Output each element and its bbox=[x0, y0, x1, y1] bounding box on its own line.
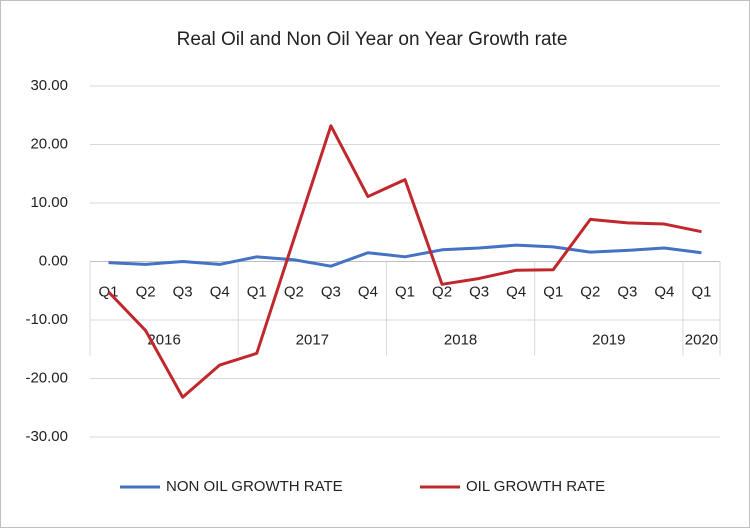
x-tick-label: Q3 bbox=[617, 283, 637, 300]
x-tick-label: Q1 bbox=[247, 283, 267, 300]
y-tick-label: 30.00 bbox=[30, 77, 68, 94]
x-tick-label: Q4 bbox=[210, 283, 230, 300]
x-tick-label: Q3 bbox=[469, 283, 489, 300]
series-line bbox=[108, 243, 702, 268]
legend-label: OIL GROWTH RATE bbox=[466, 478, 605, 495]
group-label: 2018 bbox=[444, 331, 477, 348]
x-tick-label: Q3 bbox=[321, 283, 341, 300]
x-tick-label: Q2 bbox=[136, 283, 156, 300]
x-tick-label: Q1 bbox=[691, 283, 711, 300]
y-tick-label: 10.00 bbox=[30, 194, 68, 211]
x-tick-label: Q1 bbox=[543, 283, 563, 300]
legend-label: NON OIL GROWTH RATE bbox=[166, 478, 343, 495]
x-tick-label: Q1 bbox=[395, 283, 415, 300]
x-tick-label: Q4 bbox=[506, 283, 526, 300]
y-tick-label: 0.00 bbox=[39, 252, 68, 269]
x-tick-label: Q2 bbox=[580, 283, 600, 300]
y-tick-label: -10.00 bbox=[25, 311, 68, 328]
x-tick-label: Q4 bbox=[654, 283, 674, 300]
y-tick-label: -30.00 bbox=[25, 428, 68, 445]
group-label: 2017 bbox=[296, 331, 329, 348]
group-label: 2019 bbox=[592, 331, 625, 348]
series-line bbox=[107, 124, 702, 399]
group-label: 2016 bbox=[147, 331, 180, 348]
x-tick-label: Q2 bbox=[432, 283, 452, 300]
x-tick-label: Q3 bbox=[173, 283, 193, 300]
x-tick-label: Q2 bbox=[284, 283, 304, 300]
x-tick-label: Q4 bbox=[358, 283, 378, 300]
y-tick-label: 20.00 bbox=[30, 135, 68, 152]
y-tick-label: -20.00 bbox=[25, 369, 68, 386]
chart-title: Real Oil and Non Oil Year on Year Growth… bbox=[177, 29, 568, 50]
group-label: 2020 bbox=[685, 331, 718, 348]
